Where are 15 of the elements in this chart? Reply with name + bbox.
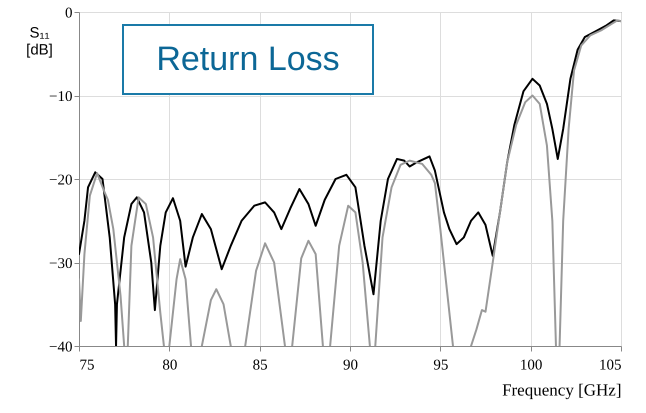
x-tick-label: 100 [520,358,542,374]
y-axis-title: S₁₁ [dB] [26,24,53,58]
x-tick-label: 95 [433,358,448,374]
x-tick-label: 75 [80,358,94,374]
y-tick-label: −30 [49,256,72,272]
x-tick-label: 90 [343,358,358,374]
x-tick-label: 80 [162,358,178,374]
x-tick-label: 85 [252,358,268,374]
text: Return Loss [156,40,340,78]
y-tick-label: −40 [49,340,72,356]
x-tick-label: 105 [599,358,622,374]
y-tick-label: −10 [49,89,72,105]
y-tick-label: −20 [49,172,72,188]
x-axis-title: Frequency [GHz] [502,380,622,400]
y-tick-label: 0 [65,6,72,22]
